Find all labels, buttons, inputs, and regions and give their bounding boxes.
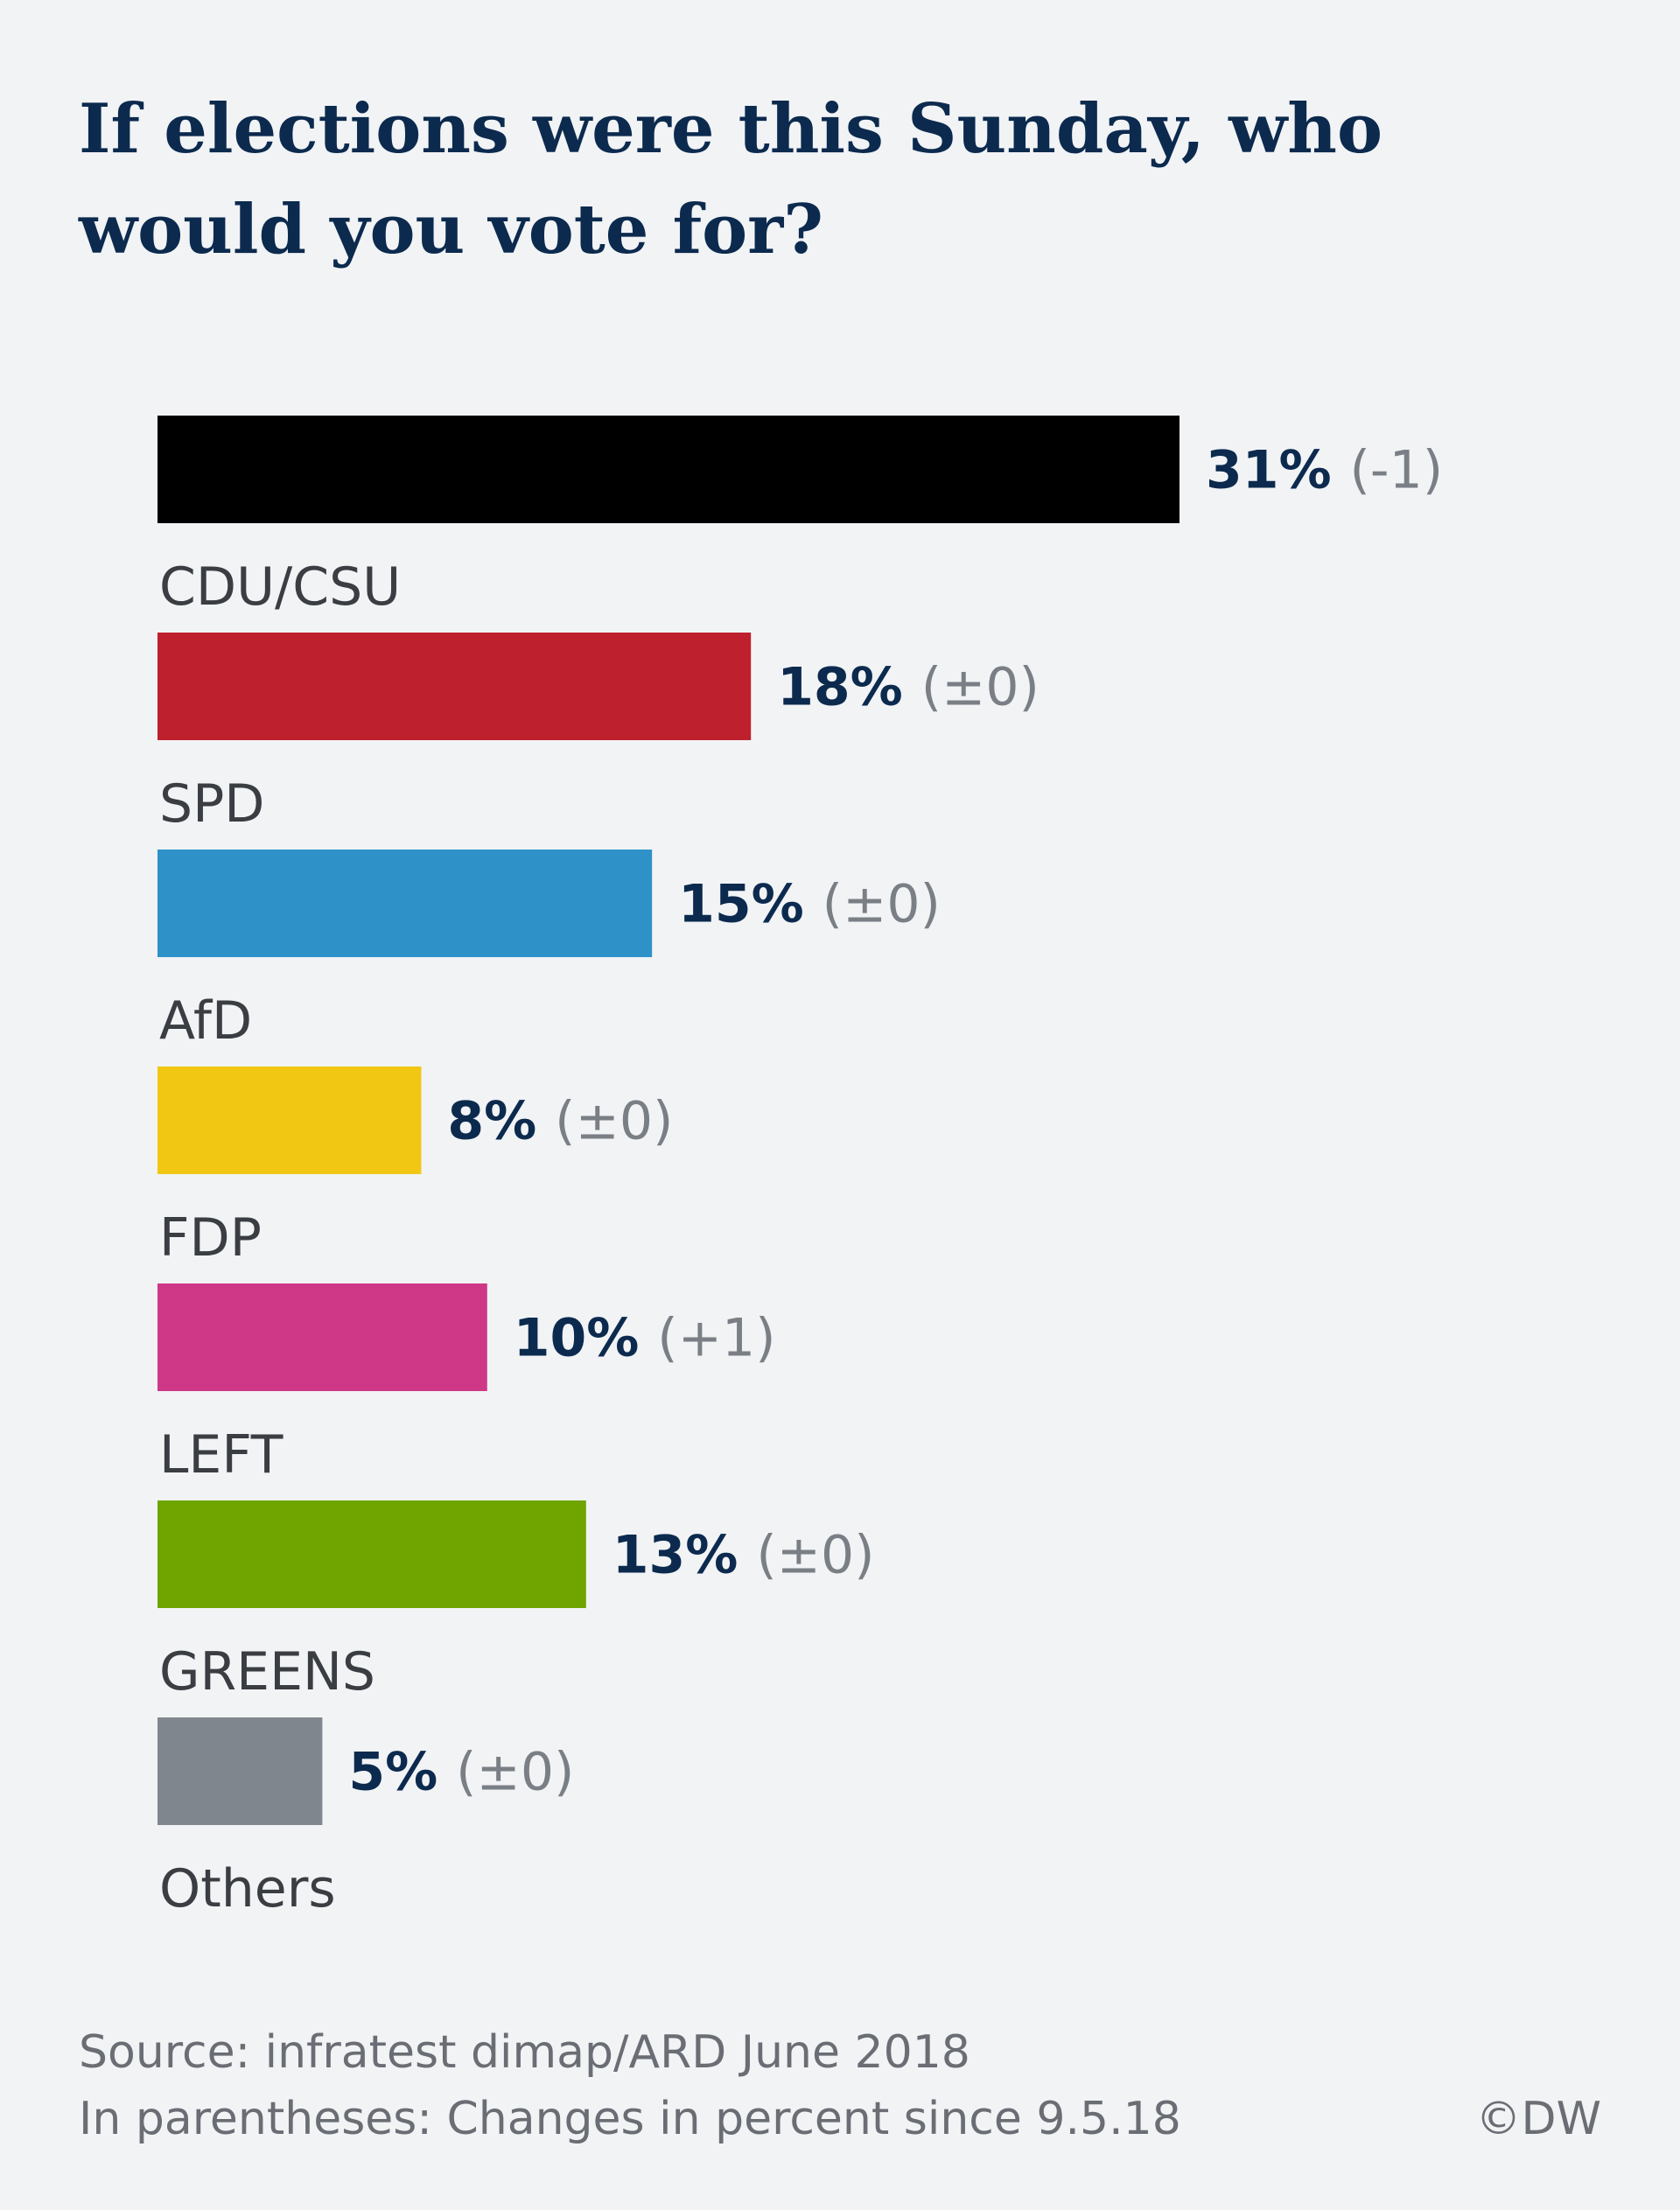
value-label-left: 10% (+1)	[514, 1308, 776, 1369]
bar-left	[158, 1283, 487, 1391]
value-label-spd: 18% (±0)	[777, 657, 1040, 718]
bar-cdu-csu	[158, 416, 1180, 523]
value-percent-left: 10%	[514, 1308, 658, 1369]
value-percent-greens: 13%	[612, 1525, 757, 1586]
chart-footer: Source: infratest dimap/ARD June 2018 In…	[79, 2019, 1181, 2152]
category-label-greens: GREENS	[159, 1641, 375, 1703]
bar-others	[158, 1717, 323, 1825]
value-percent-others: 5%	[348, 1742, 456, 1803]
value-label-cdu-csu: 31% (-1)	[1206, 440, 1443, 501]
bar-fdp	[158, 1067, 422, 1174]
category-label-spd: SPD	[159, 773, 264, 835]
bar-spd	[158, 633, 752, 740]
parentheses-note: In parentheses: Changes in percent since…	[79, 2093, 1181, 2145]
value-percent-afd: 15%	[678, 874, 822, 935]
category-label-others: Others	[159, 1858, 336, 1920]
value-percent-cdu-csu: 31%	[1206, 440, 1350, 501]
value-change-fdp: (±0)	[555, 1091, 673, 1152]
bar-chart: 31% (-1) CDU/CSU 18% (±0) SPD 15% (±0) AfD 8% …	[158, 416, 1443, 1920]
category-label-left: LEFT	[159, 1424, 284, 1486]
value-label-greens: 13% (±0)	[612, 1525, 875, 1586]
value-change-afd: (±0)	[822, 874, 941, 935]
value-change-others: (±0)	[456, 1742, 574, 1803]
value-change-cdu-csu: (-1)	[1350, 440, 1444, 501]
source-note: Source: infratest dimap/ARD June 2018	[79, 2026, 970, 2079]
value-percent-fdp: 8%	[447, 1091, 555, 1152]
value-label-afd: 15% (±0)	[678, 874, 941, 935]
category-label-afd: AfD	[159, 990, 252, 1052]
value-change-left: (+1)	[657, 1308, 775, 1369]
value-label-fdp: 8% (±0)	[447, 1091, 673, 1152]
credit-label: ©DW	[1475, 2093, 1601, 2145]
chart-title: If elections were this Sunday, who would…	[79, 89, 1382, 269]
value-change-spd: (±0)	[921, 657, 1040, 718]
category-label-cdu-csu: CDU/CSU	[159, 556, 401, 618]
bar-greens	[158, 1500, 586, 1608]
bar-afd	[158, 850, 653, 957]
value-percent-spd: 18%	[777, 657, 921, 718]
category-label-fdp: FDP	[159, 1207, 262, 1269]
value-label-others: 5% (±0)	[348, 1742, 574, 1803]
value-change-greens: (±0)	[756, 1525, 874, 1586]
